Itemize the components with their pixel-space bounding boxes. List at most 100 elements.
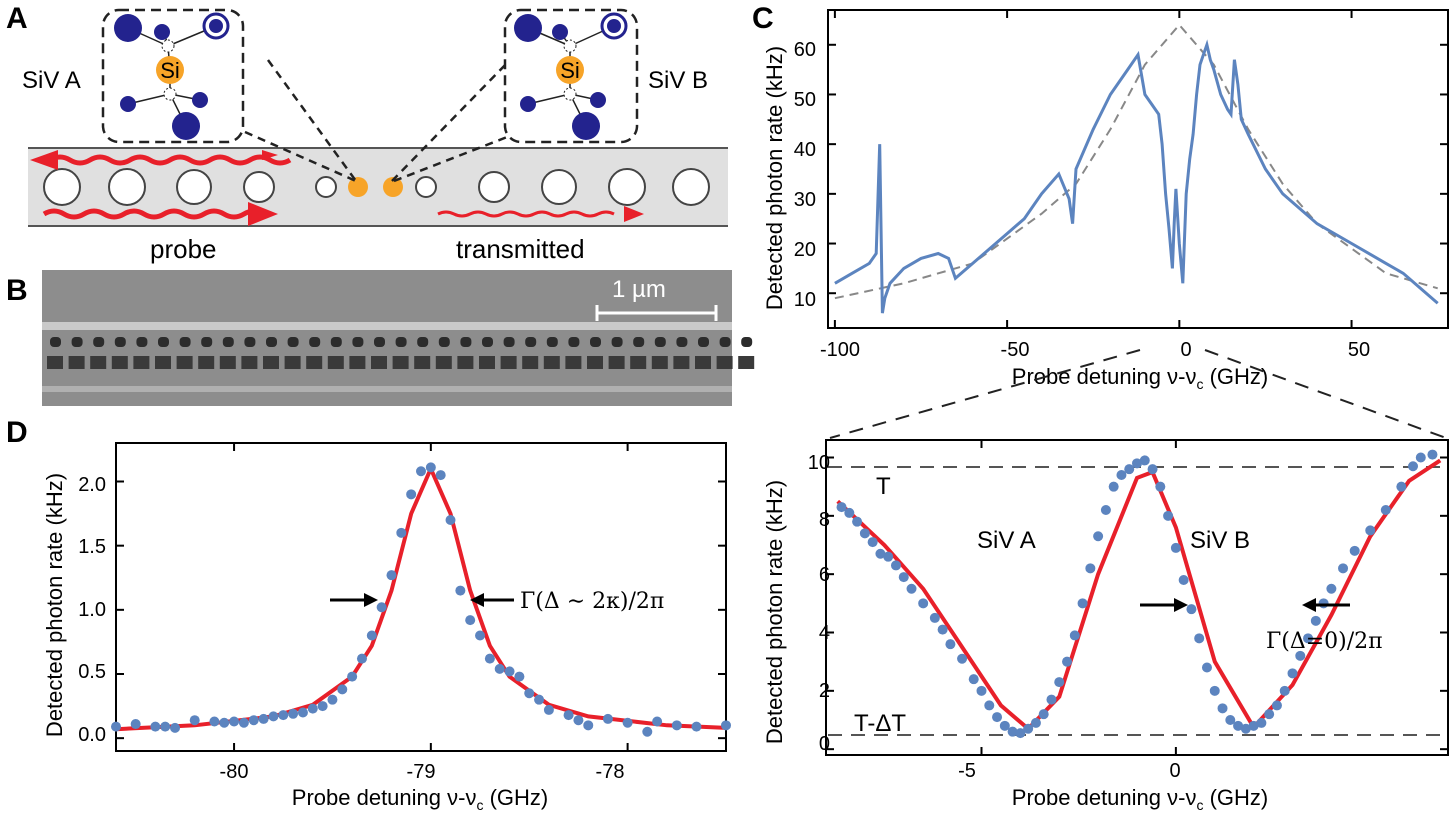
y-tick-label: 4 [819, 622, 830, 644]
sem-rectangle [371, 356, 387, 369]
siv-b-label: SiV B [648, 67, 708, 94]
sem-hole [114, 337, 126, 347]
data-point [867, 537, 878, 548]
hole [541, 169, 577, 205]
x-tick-label: -79 [407, 761, 436, 783]
data-point [1365, 525, 1376, 536]
sem-rectangle [414, 356, 431, 369]
sem-hole [201, 337, 213, 347]
sem-rectangle [349, 356, 366, 369]
sem-rectangle [522, 356, 539, 369]
data-point [1100, 505, 1111, 515]
sem-rectangle [738, 356, 755, 369]
sem-rectangle [284, 356, 301, 369]
zoom-line [266, 59, 358, 182]
data-point [1077, 598, 1088, 609]
data-point [622, 717, 633, 728]
axis-ticks [826, 440, 1448, 755]
silicon-atom [556, 56, 584, 84]
data-point [189, 715, 200, 726]
sem-rectangle [263, 356, 279, 369]
sem-rectangle [90, 356, 107, 369]
sem-rectangle [543, 356, 560, 369]
probe-arrow-head [248, 202, 278, 226]
data-point [1217, 703, 1228, 714]
sem-rectangle [457, 356, 474, 369]
sem-rectangle [327, 356, 344, 369]
x-tick-label: -80 [220, 761, 249, 783]
data-point [1233, 720, 1244, 731]
axis-ticks [116, 443, 726, 751]
zoom-line [1204, 349, 1447, 439]
data-point [1194, 633, 1205, 644]
silicon-label: Si [160, 58, 180, 83]
data-point [494, 663, 505, 674]
sem-rectangle [306, 356, 323, 369]
sem-hole [287, 337, 299, 347]
sem-hole [633, 337, 645, 347]
y-tick-labels: 0 2 4 6 8 10 [808, 452, 830, 755]
data-point [1116, 470, 1127, 480]
probe-label: probe [150, 234, 217, 264]
data-point [1085, 563, 1096, 574]
sem-hole [309, 337, 321, 347]
sem-hole [568, 337, 580, 347]
x-tick-labels: -80 -79 -78 [220, 761, 625, 783]
data-point [1178, 575, 1189, 585]
width-arrow-left-head [1174, 598, 1188, 612]
data-point [484, 653, 495, 664]
y-tick-label: 1.0 [78, 599, 106, 621]
sem-rectangle [198, 356, 215, 369]
transmitted-wave [437, 210, 615, 218]
data-point [1062, 656, 1073, 667]
sem-hole [698, 337, 709, 347]
data-point [1069, 630, 1080, 641]
x-axis-label: Probe detuning ν-νc (GHz) [1012, 785, 1268, 813]
data-point [1271, 700, 1282, 711]
sem-hole [352, 337, 364, 347]
sem-hole [503, 337, 515, 347]
carbon-atom [514, 14, 542, 42]
panel-a: A SiV A SiV B probe transmitted [6, 2, 728, 264]
sem-hole [525, 337, 537, 347]
x-tick-label: -50 [1001, 339, 1030, 361]
sem-hole [330, 337, 342, 347]
data-point [445, 515, 456, 525]
sem-rectangle [630, 356, 647, 369]
width-arrow-right-head [1302, 598, 1316, 612]
width-arrow-left-head [364, 593, 378, 607]
plot-frame [827, 9, 1449, 329]
x-tick-label: 0 [1180, 339, 1191, 361]
y-tick-label: 1.5 [78, 536, 106, 558]
sem-hole [546, 337, 558, 347]
data-point [1023, 723, 1034, 734]
data-point [327, 694, 338, 705]
data-point [691, 721, 702, 732]
sem-hole [611, 337, 623, 347]
x-tick-labels: -100 -50 0 50 [820, 339, 1370, 361]
vacancy [161, 39, 175, 53]
sem-rectangle [219, 356, 236, 369]
x-tick-label: 0 [1169, 760, 1180, 782]
plot-frame [115, 442, 727, 752]
data-point [1124, 464, 1135, 475]
data-point [170, 722, 181, 733]
siv-b-emitter [383, 177, 403, 197]
y-tick-label: 10 [808, 452, 830, 474]
sem-hole [719, 337, 731, 347]
data-point [534, 694, 545, 705]
x-tick-labels: -5 0 [958, 760, 1180, 782]
data-point [992, 712, 1003, 723]
data-point [1310, 615, 1321, 626]
data-point [968, 674, 979, 685]
siv-a-structure-inset: Si [101, 8, 245, 144]
sem-hole [50, 337, 61, 347]
linewidth-annotation: Γ(Δ ∼ 2κ)/2π [520, 589, 664, 614]
data-point [475, 630, 486, 641]
data-point [238, 717, 249, 728]
data-point [1054, 677, 1065, 688]
data-point [416, 466, 426, 477]
sem-hole [417, 337, 429, 347]
sem-rectangle [392, 356, 409, 369]
sem-hole [93, 337, 105, 347]
